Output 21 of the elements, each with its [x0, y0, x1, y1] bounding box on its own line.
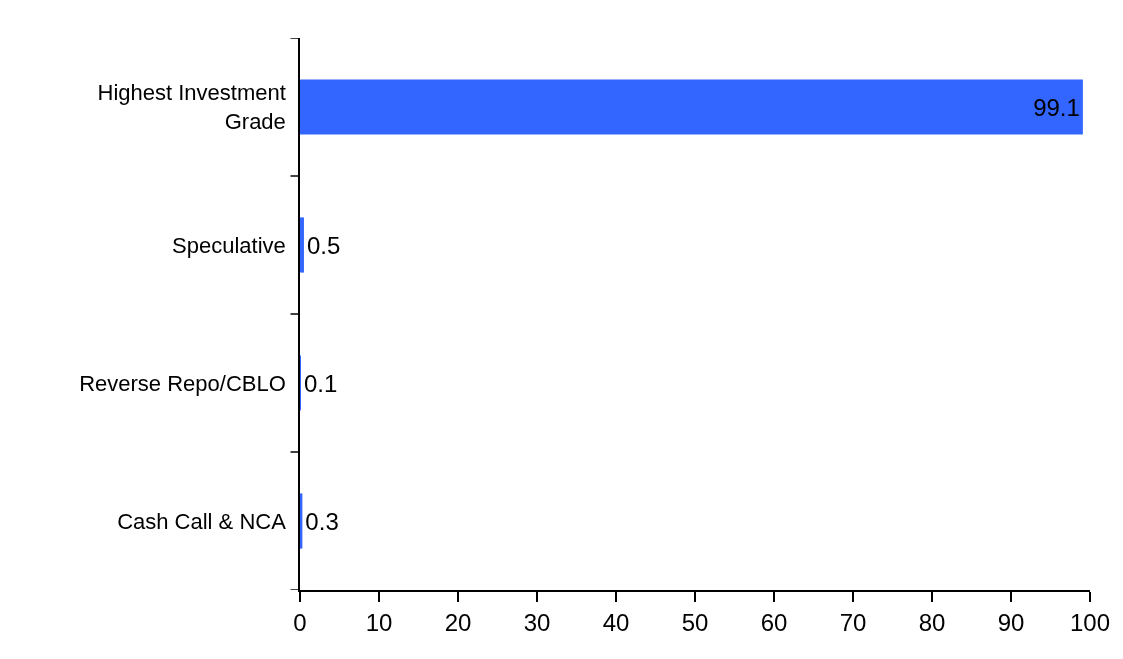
x-tick-label: 0 — [293, 608, 307, 636]
y-tick-label: Cash Call & NCA — [117, 508, 287, 534]
x-tick-label: 30 — [523, 608, 551, 636]
x-tick-label: 70 — [839, 608, 867, 636]
x-tick-label: 40 — [602, 608, 630, 636]
x-tick-label: 20 — [444, 608, 472, 636]
data-label: 0.1 — [304, 369, 338, 397]
x-tick-label: 10 — [365, 608, 393, 636]
x-tick-label: 90 — [997, 608, 1025, 636]
y-tick-label: Speculative — [172, 232, 286, 258]
y-tick-label: Reverse Repo/CBLO — [79, 370, 286, 396]
y-tick-label: Highest Investment Grade — [97, 80, 286, 134]
x-tick-label: 80 — [918, 608, 946, 636]
x-tick-label: 60 — [760, 608, 788, 636]
bar — [300, 217, 304, 273]
x-tick-label: 50 — [681, 608, 709, 636]
data-label: 0.3 — [305, 507, 339, 535]
data-label: 99.1 — [1033, 93, 1080, 121]
bar — [300, 79, 1083, 135]
data-label: 0.5 — [306, 231, 341, 259]
x-tick-label: 100 — [1069, 608, 1111, 636]
